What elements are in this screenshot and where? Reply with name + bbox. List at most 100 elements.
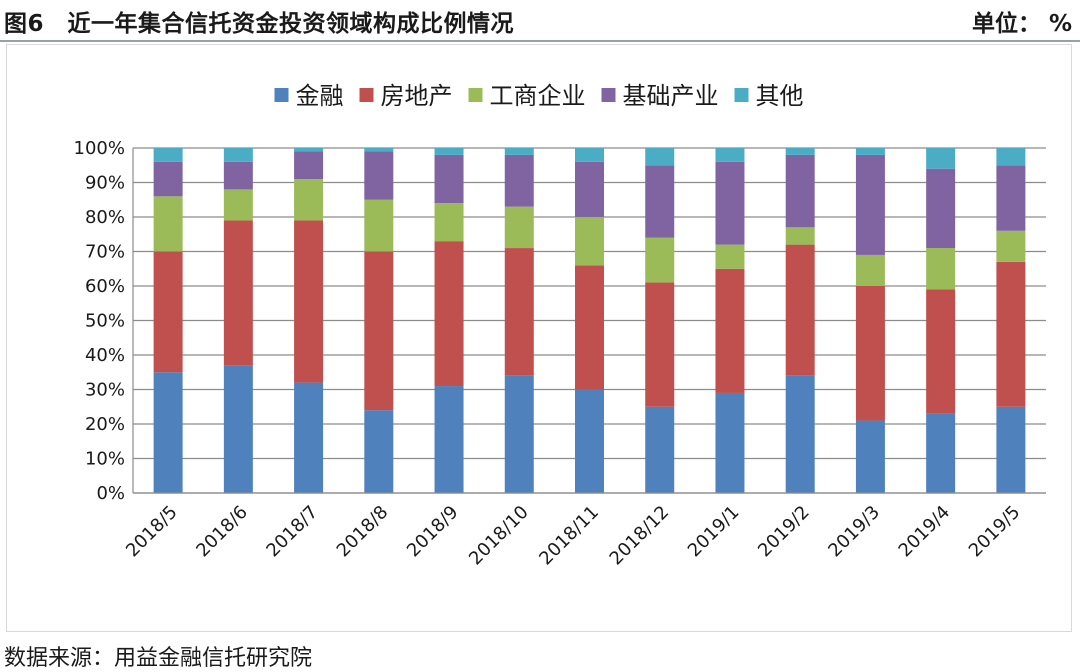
header-divider [0,40,1080,42]
bar-segment [153,196,183,252]
bar-segment [575,389,604,493]
y-tick-label: 10% [85,449,125,470]
x-tick-label: 2019/5 [965,502,1025,562]
bar-segment [504,206,534,249]
x-tick-label: 2018/5 [122,502,182,562]
x-tick-label: 2018/12 [606,502,674,570]
bar-segment [223,189,253,221]
bar-segment [575,265,604,390]
bar-segment [996,406,1026,493]
bar-segment [926,148,956,169]
legend-label: 房地产 [381,82,453,110]
bar-segment [434,148,464,155]
bar-segment [996,148,1026,166]
bar-segment [504,248,534,376]
x-tick-label: 2019/2 [754,502,814,562]
y-tick-label: 80% [85,207,125,228]
bar-segment [855,254,885,286]
bar-segment [785,227,815,245]
bar-segment [504,375,534,493]
bar-segment [364,251,394,411]
bar-segment [926,168,956,249]
bar-segment [785,148,815,155]
bar-segment [434,203,464,242]
bar-segment [926,289,956,414]
bar-segment [996,230,1026,262]
y-tick-label: 100% [74,138,125,159]
bar-segment [785,154,815,228]
bar-segment [645,282,675,407]
x-tick-label: 2019/3 [824,502,884,562]
bar-segment [434,386,464,493]
figure-title: 图6 近一年集合信托资金投资领域构成比例情况 [4,11,515,37]
y-tick-label: 30% [85,380,125,401]
y-tick-label: 20% [85,414,125,435]
legend-label: 金融 [296,82,344,110]
bar-segment [364,148,394,152]
bar-segment [504,148,534,155]
stacked-bar-chart: 0%10%20%30%40%50%60%70%80%90%100%2018/5 2… [74,82,1046,569]
bar-segment [855,154,885,255]
bar-segment [223,220,253,366]
bar-segment [153,148,183,162]
y-tick-label: 90% [85,173,125,194]
bar-segment [996,165,1026,231]
bar-segment [364,151,394,200]
axes: 0%10%20%30%40%50%60%70%80%90%100%2018/5 2… [74,138,1046,569]
data-source-note: 数据来源：用益金融信托研究院 [4,646,313,671]
unit-label: 单位： % [971,11,1072,37]
x-tick-label: 2018/7 [262,502,322,562]
bar-segment [855,286,885,421]
bar-segment [294,382,324,493]
chart-frame [6,44,1072,632]
bar-segment [996,261,1026,407]
figure-header: 图6 近一年集合信托资金投资领域构成比例情况 单位： % [0,0,1080,42]
bar-segment [645,148,675,166]
bar-segment [926,248,956,290]
bar-segment [926,413,956,493]
legend-swatch [359,88,374,102]
bar-segment [855,420,885,493]
x-tick-label: 2019/1 [684,502,744,562]
bar-segment [434,154,464,204]
bar-segment [153,372,183,493]
bar-segment [645,237,675,283]
legend-label: 基础产业 [623,82,719,110]
y-tick-label: 0% [96,483,125,504]
bar-segment [364,199,394,252]
bar-segment [223,148,253,162]
bar-segment [575,217,604,266]
legend-swatch [601,88,616,102]
y-tick-label: 70% [85,242,125,263]
bars [153,148,1026,493]
bar-segment [153,251,183,373]
x-tick-label: 2018/8 [333,502,393,562]
y-tick-label: 40% [85,345,125,366]
legend: 金融 房地产 工商企业 基础产业 其他 [274,82,804,110]
bar-segment [785,375,815,493]
bar-segment [715,392,745,493]
x-tick-label: 2018/10 [465,502,533,570]
x-tick-label: 2019/4 [895,502,955,562]
bar-segment [645,165,675,238]
legend-swatch [734,88,749,102]
bar-segment [715,148,745,162]
bar-segment [575,161,604,217]
bar-segment [715,268,745,393]
bar-segment [645,406,675,493]
bar-segment [294,179,324,221]
x-tick-label: 2018/11 [535,502,603,570]
x-tick-label: 2018/9 [403,502,463,562]
legend-label: 工商企业 [490,82,586,110]
y-tick-label: 50% [85,311,125,332]
bar-segment [294,148,324,152]
bar-segment [294,151,324,180]
bar-segment [153,161,183,197]
bar-segment [855,148,885,155]
bar-segment [223,365,253,493]
y-tick-label: 60% [85,276,125,297]
x-tick-label: 2018/6 [192,502,252,562]
bar-segment [785,244,815,376]
legend-swatch [468,88,483,102]
bar-segment [715,244,745,269]
